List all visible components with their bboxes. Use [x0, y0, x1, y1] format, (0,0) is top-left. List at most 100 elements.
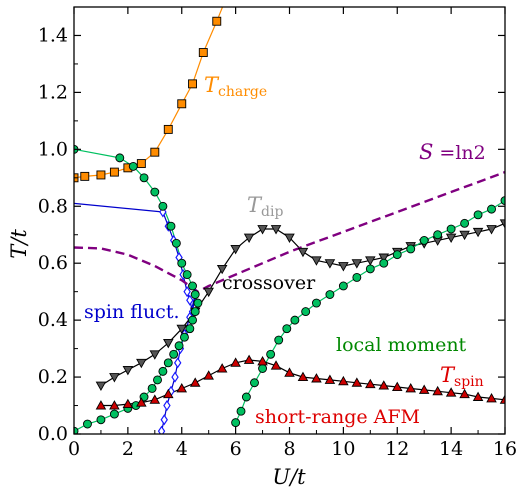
point-local_moment	[174, 341, 184, 351]
point-tspin	[311, 373, 322, 383]
point-tcharge	[109, 167, 119, 177]
point-tdip	[311, 256, 322, 266]
point-local_moment	[188, 281, 197, 291]
point-tcharge	[150, 147, 160, 157]
point-tspin	[203, 370, 214, 380]
point-tspin	[472, 391, 484, 401]
point-tcharge	[188, 79, 197, 89]
point-tdip	[378, 253, 390, 263]
point-local_moment	[258, 364, 268, 373]
point-tcharge	[198, 48, 208, 57]
annotation-local-moment: local moment	[336, 334, 467, 356]
y-tick-label: 1.2	[38, 81, 68, 103]
point-tdip	[176, 324, 188, 335]
point-spin_fluct	[163, 399, 171, 412]
series-line-local_moment-extra	[74, 148, 120, 159]
annotation-tdip-sub: dip	[261, 204, 283, 220]
point-local_moment	[185, 324, 195, 334]
point-tspin	[189, 377, 201, 387]
point-tcharge	[177, 99, 187, 109]
point-local_moment	[96, 415, 106, 425]
point-local_moment	[325, 290, 335, 299]
point-tspin	[486, 392, 497, 403]
point-local_moment	[500, 196, 505, 206]
point-local_moment	[109, 409, 119, 419]
point-tspin	[149, 394, 161, 404]
point-tdip	[95, 381, 107, 392]
ticks-layer: 0 2 4 6 8 10 12 14 16 0.0 0.2 0.4 0.6 0.8 1.0 1.2 1.4	[38, 6, 517, 460]
x-tick-label: 4	[176, 438, 188, 460]
point-tdip	[499, 219, 505, 229]
point-local_moment	[158, 366, 168, 376]
point-local_moment	[290, 315, 300, 325]
point-local_moment	[128, 161, 138, 171]
series-line-spin_fluct-extra	[74, 202, 163, 213]
y-tick-label: 1.0	[38, 138, 68, 160]
point-tdip	[472, 227, 484, 238]
point-tdip	[270, 225, 282, 235]
point-tdip	[284, 233, 295, 243]
y-tick-label: 0.6	[38, 252, 68, 274]
point-tdip	[338, 262, 349, 272]
point-tdip	[324, 259, 336, 269]
point-local_moment	[446, 224, 456, 234]
point-tspin	[338, 375, 349, 386]
point-tdip	[163, 338, 174, 349]
annotation-tdip: Tdip	[247, 193, 283, 220]
y-tick-label: 0.8	[38, 195, 68, 217]
point-local_moment	[487, 204, 496, 214]
point-tspin	[297, 371, 309, 382]
point-tspin	[324, 374, 336, 384]
series-line-tcharge	[74, 20, 218, 179]
x-tick-label: 12	[385, 438, 409, 460]
point-tspin	[109, 400, 120, 410]
point-local_moment	[419, 235, 429, 245]
annotation-tspin-main: T	[440, 363, 456, 387]
x-tick-label: 2	[122, 438, 134, 460]
point-tspin	[405, 383, 416, 393]
x-tick-label: 6	[230, 438, 242, 460]
y-tick-label: 1.4	[38, 24, 68, 46]
series-layer	[74, 7, 505, 434]
annotation-crossover: crossover	[222, 272, 316, 294]
point-local_moment	[338, 281, 348, 291]
y-tick-label: 0.4	[38, 309, 68, 331]
point-tspin	[391, 381, 403, 391]
point-local_moment	[274, 335, 284, 345]
point-local_moment	[352, 272, 362, 282]
annotation-entropy: S =ln2	[419, 140, 486, 164]
point-tspin	[163, 388, 174, 399]
point-local_moment	[392, 250, 402, 260]
point-local_moment	[433, 230, 443, 240]
point-spin_fluct	[171, 371, 179, 383]
point-local_moment	[193, 298, 203, 308]
point-tdip	[486, 225, 497, 235]
point-spin_fluct	[160, 414, 168, 426]
point-tspin	[270, 360, 282, 370]
annotation-tcharge-main: T	[204, 73, 220, 97]
point-tspin	[418, 384, 430, 394]
point-tdip	[122, 366, 134, 376]
point-tdip	[365, 256, 376, 266]
y-axis-label: T/t	[7, 229, 31, 259]
annotation-spin-fluct: spin fluct.	[84, 301, 180, 323]
x-tick-label: 16	[493, 438, 517, 460]
point-tspin	[499, 394, 505, 404]
point-tspin	[445, 387, 457, 397]
point-local_moment	[266, 349, 276, 359]
point-tdip	[459, 230, 470, 241]
point-local_moment	[177, 258, 187, 268]
x-axis-label: U/t	[272, 465, 306, 489]
y-tick-label: 0.0	[38, 423, 68, 445]
annotation-short-range-afm: short-range AFM	[255, 406, 420, 428]
point-tdip	[109, 373, 120, 383]
point-tspin	[284, 367, 295, 377]
point-local_moment	[83, 419, 92, 429]
annotation-tdip-main: T	[247, 193, 263, 217]
point-tdip	[243, 233, 255, 243]
point-spin_fluct	[173, 357, 182, 369]
point-local_moment	[379, 258, 389, 268]
point-tspin	[459, 388, 470, 399]
point-local_moment	[153, 375, 162, 385]
